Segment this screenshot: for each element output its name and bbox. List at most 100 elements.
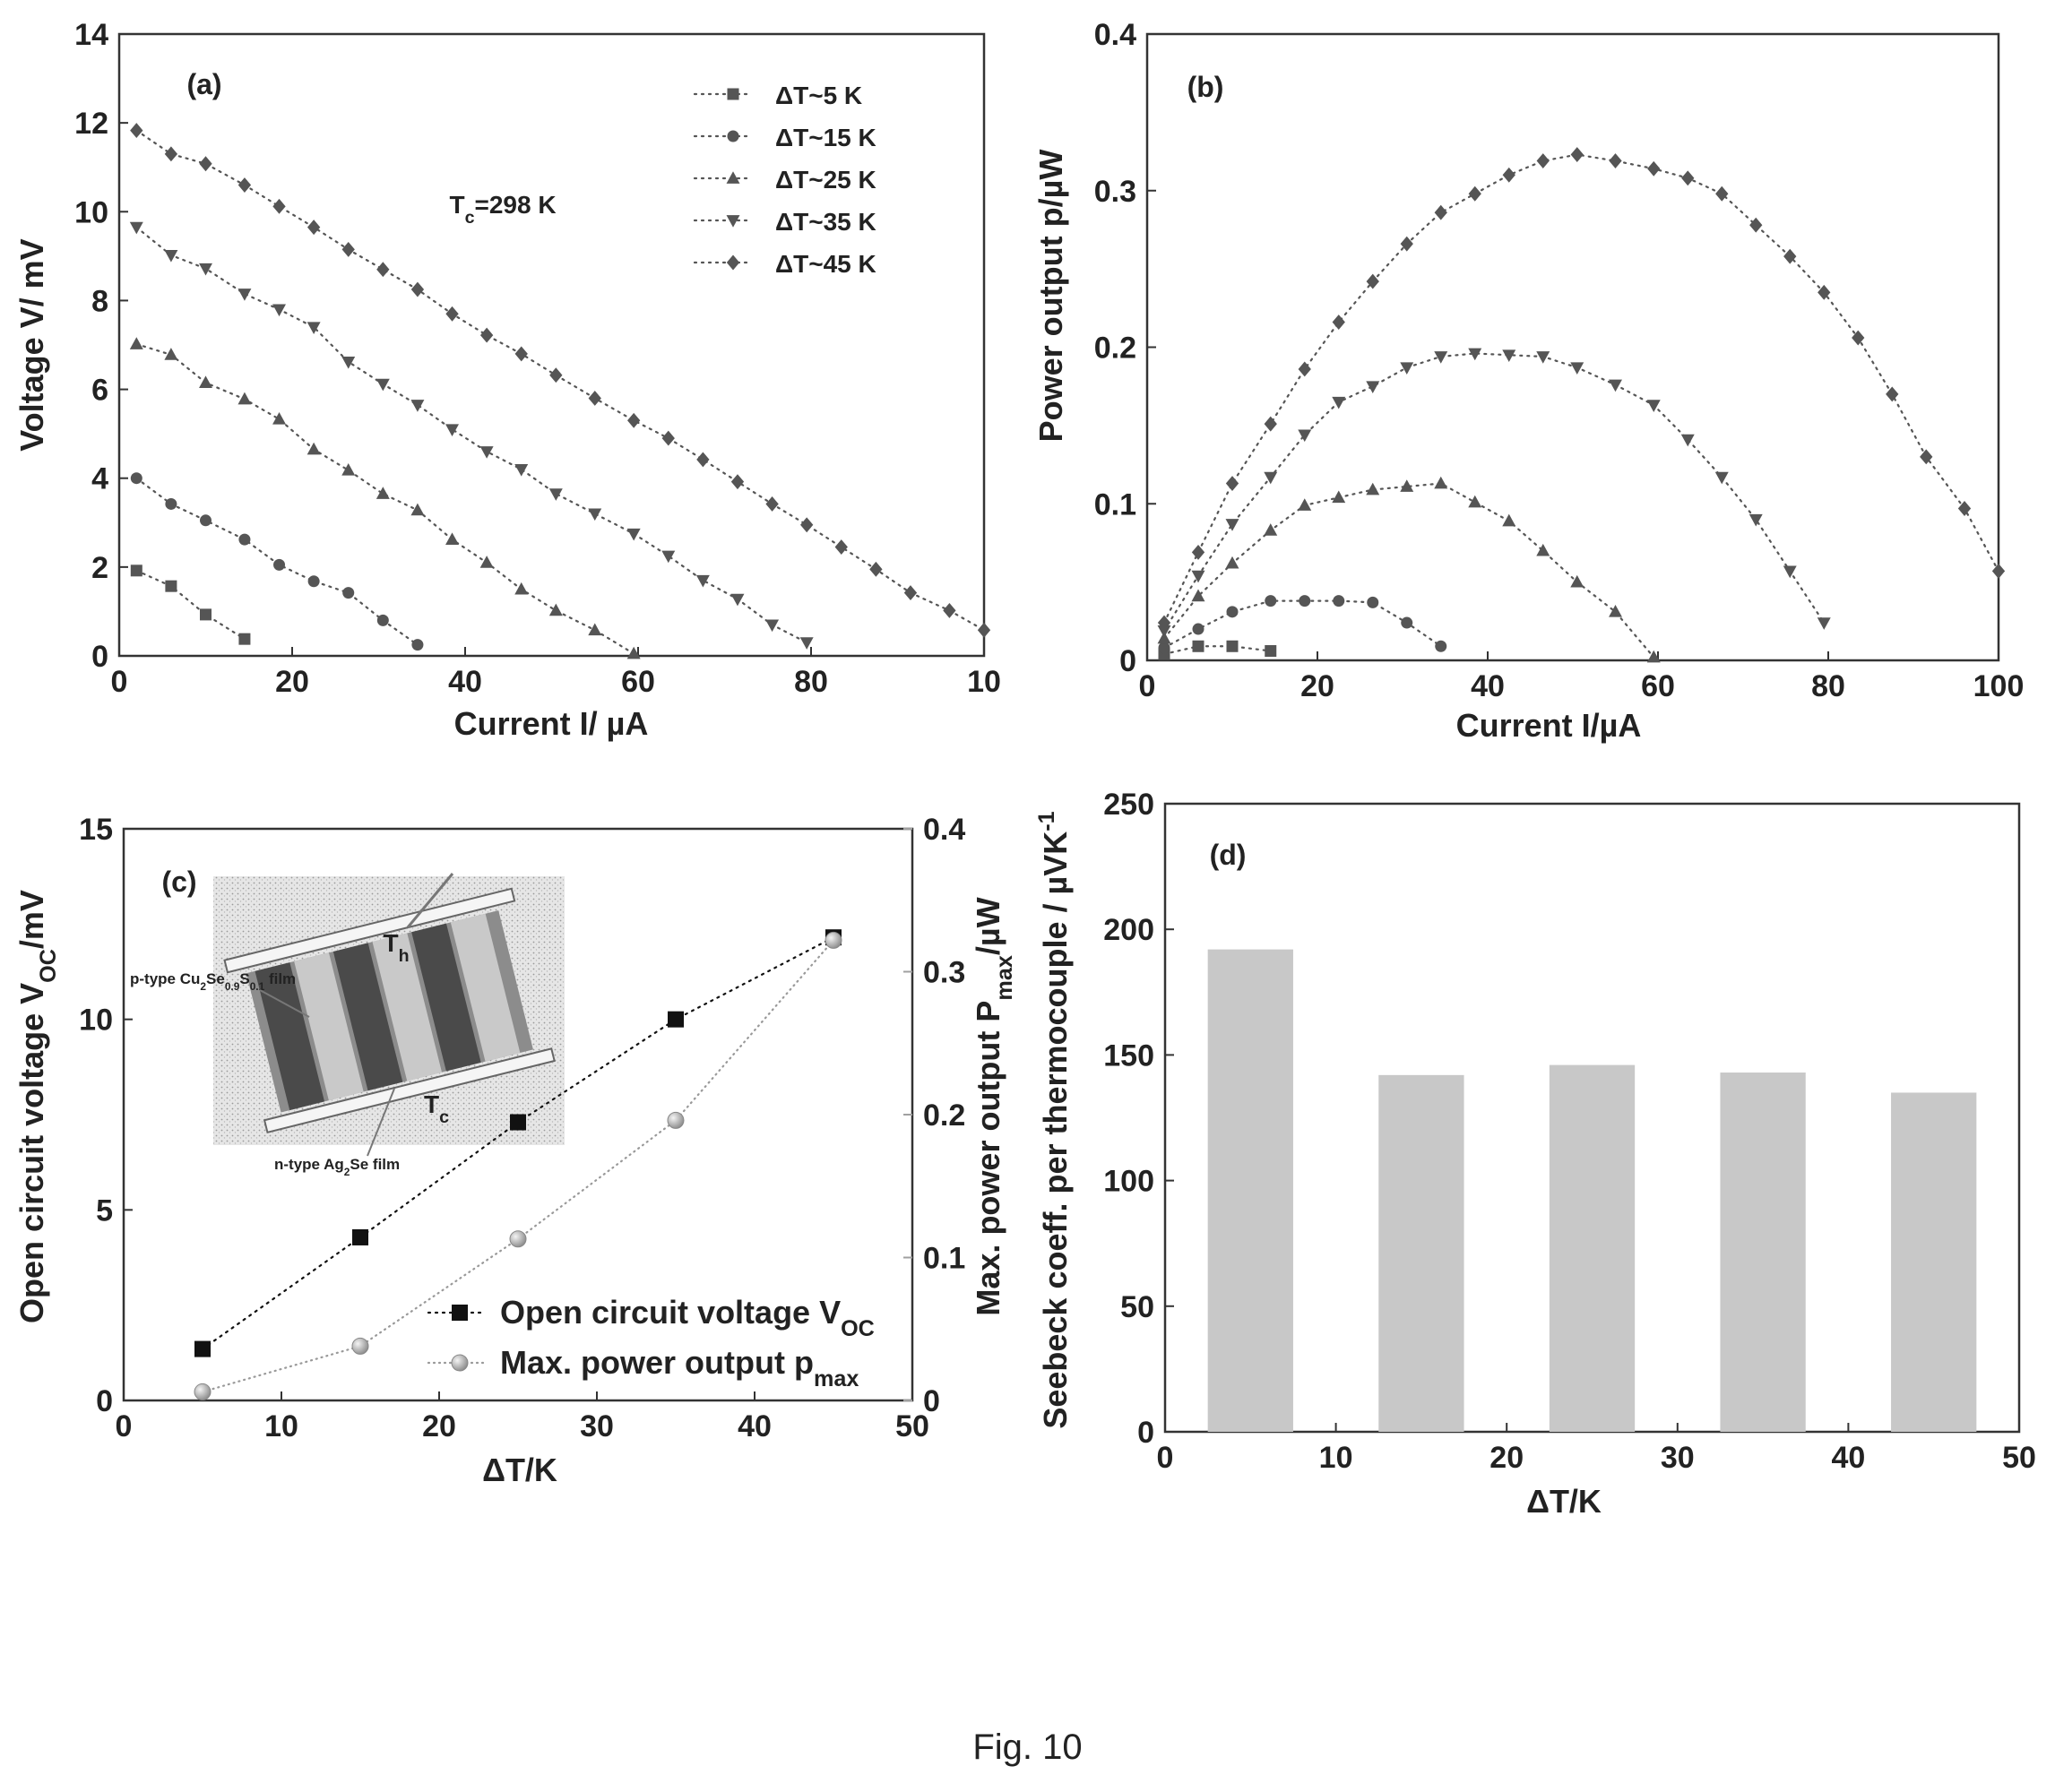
data-point <box>588 391 601 406</box>
y-tick-label: 0 <box>1119 644 1136 678</box>
data-point <box>1852 330 1865 346</box>
y-tick-label: 6 <box>91 374 108 408</box>
data-point <box>661 550 676 564</box>
panel-c: 0 10 20 30 40 5005101500.10.20.30.4(c)ΔT/KOpe… <box>13 813 1017 1488</box>
data-point <box>411 639 424 651</box>
data-point <box>1680 434 1695 447</box>
data-point <box>903 585 918 601</box>
data-point <box>1502 167 1515 183</box>
data-point <box>238 633 251 645</box>
data-point <box>479 327 494 343</box>
data-point <box>341 241 355 257</box>
x-tick-label: 50 <box>2002 1441 2036 1475</box>
data-point <box>514 463 529 477</box>
data-point <box>626 646 641 659</box>
legend-label: ΔT~15 K <box>775 124 876 151</box>
panel-label: (d) <box>1210 839 1247 871</box>
data-point <box>1502 513 1516 527</box>
data-point <box>1400 236 1413 252</box>
y-tick-label: 50 <box>1120 1290 1154 1324</box>
x-tick-label: 30 <box>1661 1441 1695 1475</box>
data-point <box>479 556 494 568</box>
data-point <box>1783 565 1797 579</box>
x-tick-label: 100 <box>1973 669 2025 703</box>
data-point <box>1748 513 1763 527</box>
data-point <box>1264 416 1277 432</box>
series-line <box>135 342 635 655</box>
series-line <box>1162 645 1272 656</box>
data-point <box>164 146 178 162</box>
series-triangle-down <box>1157 348 1831 638</box>
data-point <box>376 262 390 278</box>
data-point <box>199 156 212 172</box>
data-point <box>376 378 390 392</box>
cold-electrode <box>263 1047 556 1134</box>
data-point <box>1920 449 1933 465</box>
probe <box>406 873 454 928</box>
y-right-tick-label: 0.3 <box>923 956 965 990</box>
panel-label: (c) <box>161 866 196 898</box>
data-point <box>549 367 563 383</box>
data-point <box>765 619 780 633</box>
data-point <box>352 1228 368 1245</box>
data-point <box>272 198 286 214</box>
y-tick-label: 0.2 <box>1094 332 1136 366</box>
data-point <box>341 462 356 476</box>
legend-label: ΔT~45 K <box>775 250 876 278</box>
legend-marker <box>726 171 740 184</box>
film-leg <box>372 933 443 1081</box>
data-point <box>237 177 252 193</box>
data-point <box>548 603 563 616</box>
y-tick-label: 200 <box>1103 913 1154 947</box>
film-leg <box>450 913 521 1062</box>
data-point <box>1191 589 1205 602</box>
data-point <box>1609 605 1622 617</box>
data-point <box>1434 204 1447 220</box>
data-point <box>514 346 528 362</box>
data-point <box>696 452 710 468</box>
data-point <box>1192 623 1205 635</box>
legend-marker <box>451 1354 469 1372</box>
x-tick-label: 40 <box>1831 1441 1865 1475</box>
data-point <box>1191 544 1205 560</box>
data-point <box>129 221 143 235</box>
data-point <box>1226 606 1239 618</box>
data-point <box>1191 570 1205 583</box>
data-point <box>1225 519 1239 531</box>
y-tick-label: 150 <box>1103 1038 1154 1073</box>
data-point <box>307 322 321 334</box>
y-tick-label: 0.1 <box>1094 487 1136 521</box>
x-tick-label: 20 <box>275 665 309 699</box>
data-point <box>1401 616 1413 629</box>
series-line <box>135 569 246 641</box>
y-axis-label: Voltage V/ mV <box>13 238 50 451</box>
bar <box>1378 1074 1464 1432</box>
series-square <box>1158 640 1277 660</box>
x-tick-label: 0 <box>111 665 128 699</box>
x-tick-label: 0 <box>1139 669 1156 703</box>
data-point <box>1609 153 1622 168</box>
data-point <box>1367 596 1379 608</box>
data-point <box>730 474 745 490</box>
data-point <box>165 580 177 592</box>
x-axis-label: Current I/µA <box>1456 707 1642 744</box>
y-tick-label: 2 <box>91 551 108 585</box>
data-point <box>341 356 356 369</box>
data-point <box>1400 479 1414 492</box>
data-point <box>695 574 710 588</box>
film-leg <box>255 962 325 1111</box>
legend-label-pmax: Max. power output pmax <box>500 1344 859 1391</box>
x-tick-label: 80 <box>1811 669 1845 703</box>
data-point <box>200 514 212 527</box>
data-point <box>1570 362 1584 375</box>
data-point <box>307 220 321 236</box>
data-point <box>1157 615 1171 631</box>
y-tick-label: 8 <box>91 284 108 318</box>
legend-marker <box>452 1305 468 1321</box>
data-point <box>194 1383 212 1400</box>
series-triangle-down <box>129 221 814 650</box>
series-pmax <box>194 931 842 1400</box>
data-point <box>351 1337 369 1355</box>
data-point <box>164 348 178 360</box>
data-point <box>834 539 848 555</box>
